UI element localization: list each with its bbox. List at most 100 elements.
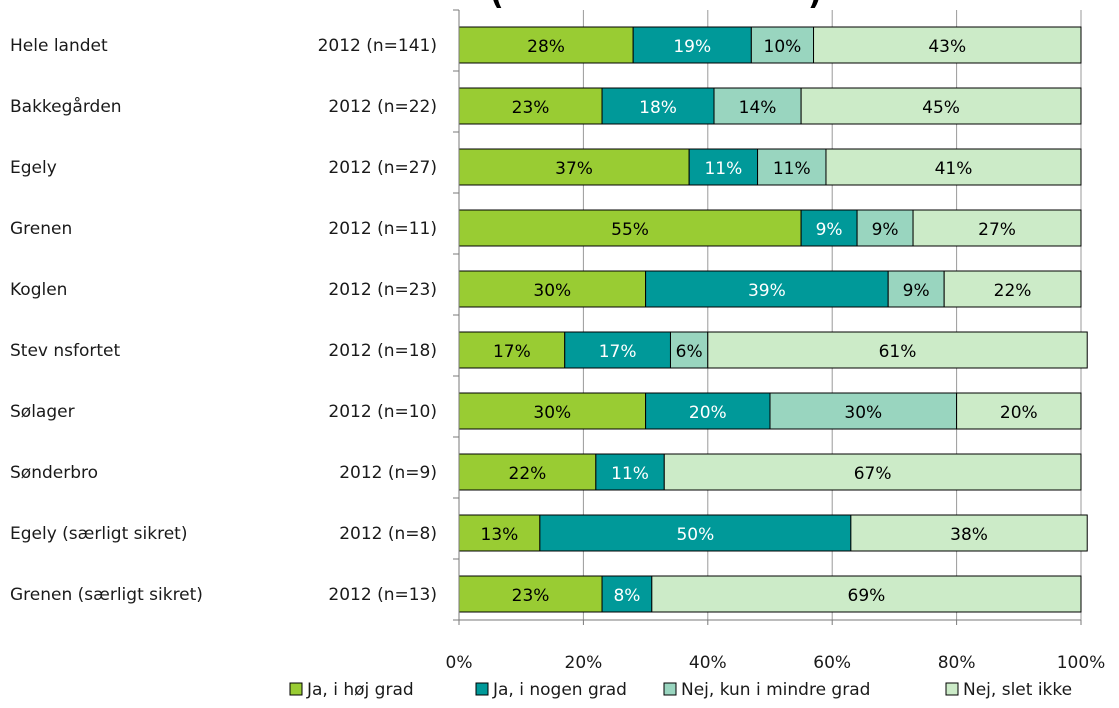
bar-segment [458, 270, 647, 308]
data-label: 9% [872, 220, 899, 240]
bars: 28% 19% 10% 43% 23% 18% 14% 45% 37% 11% 11% 41% 55% 9… [458, 26, 1088, 613]
data-label: 13% [481, 525, 519, 545]
bar-segment [458, 87, 603, 125]
bar-segment [887, 270, 945, 308]
bar-segment [825, 148, 1082, 186]
category-note: 2012 (n=141) [318, 36, 437, 56]
bar-segment [601, 87, 715, 125]
data-label: 41% [935, 159, 973, 179]
data-label: 17% [599, 342, 637, 362]
data-label: 22% [509, 464, 547, 484]
data-label: 17% [493, 342, 531, 362]
category-label: Grenen (særligt sikret) [10, 585, 203, 605]
data-label: 8% [613, 586, 640, 606]
category-label: Stev nsfortet [10, 341, 121, 361]
category-label: Sølager [10, 402, 75, 422]
bar-segment [713, 87, 802, 125]
category-label: Koglen [10, 280, 67, 300]
category-note: 2012 (n=13) [328, 585, 437, 605]
bar-segment [850, 514, 1088, 552]
data-label: 23% [512, 586, 550, 606]
data-label: 11% [704, 159, 742, 179]
x-tick-label: 60% [813, 653, 851, 673]
category-labels: Hele landet 2012 (n=141) Bakkegården 2012 (… [10, 36, 437, 605]
bar-segment [564, 331, 671, 369]
category-label: Grenen [10, 219, 72, 239]
data-label: 10% [764, 37, 802, 57]
data-label: 27% [978, 220, 1016, 240]
data-label: 55% [611, 220, 649, 240]
category-note: 2012 (n=10) [328, 402, 437, 422]
data-label: 39% [748, 281, 786, 301]
data-label: 6% [676, 342, 703, 362]
category-label: Hele landet [10, 36, 108, 56]
bar-segment [632, 26, 752, 64]
data-label: 45% [922, 98, 960, 118]
bar-segment [912, 209, 1082, 247]
data-label: 61% [879, 342, 917, 362]
bar-segment [669, 331, 709, 369]
data-label: 67% [854, 464, 892, 484]
legend-swatch [475, 682, 489, 696]
bar-segment [645, 392, 771, 430]
category-note: 2012 (n=23) [328, 280, 437, 300]
data-label: 14% [739, 98, 777, 118]
bar-segment [769, 392, 958, 430]
bar-segment [750, 26, 815, 64]
data-label: 9% [903, 281, 930, 301]
title-left-text: ( [490, 0, 504, 12]
data-label: 37% [555, 159, 593, 179]
bar-segment [707, 331, 1088, 369]
bar-segment [800, 87, 1082, 125]
category-note: 2012 (n=27) [328, 158, 437, 178]
data-label: 30% [533, 281, 571, 301]
category-label: Egely [10, 158, 57, 178]
bar-segment [757, 148, 827, 186]
axes [453, 9, 1082, 625]
bar-segment [943, 270, 1082, 308]
category-note: 2012 (n=11) [328, 219, 437, 239]
data-label: 23% [512, 98, 550, 118]
legend-label: Nej, kun i mindre grad [681, 680, 870, 700]
category-label: Egely (særligt sikret) [10, 524, 187, 544]
data-label: 22% [994, 281, 1032, 301]
x-tick-labels: 0% 20% 40% 60% 80% 100% [446, 653, 1106, 673]
data-label: 9% [816, 220, 843, 240]
data-label: 20% [1000, 403, 1038, 423]
bar-segment [856, 209, 914, 247]
x-tick-label: 0% [446, 653, 473, 673]
bar-segment [458, 26, 634, 64]
data-label: 11% [611, 464, 649, 484]
category-label: Sønderbro [10, 463, 98, 483]
x-tick-label: 100% [1057, 653, 1106, 673]
legend: Ja, i høj grad Ja, i nogen grad Nej, kun i… [289, 680, 1072, 700]
x-tick-label: 40% [689, 653, 727, 673]
data-label: 43% [928, 37, 966, 57]
data-label: 38% [950, 525, 988, 545]
bar-segment [813, 26, 1082, 64]
title-right-text: ) [808, 0, 822, 12]
data-label: 11% [773, 159, 811, 179]
category-note: 2012 (n=9) [339, 463, 437, 483]
legend-swatch [945, 682, 959, 696]
data-label: 50% [676, 525, 714, 545]
x-tick-label: 20% [565, 653, 603, 673]
data-label: 19% [673, 37, 711, 57]
bar-segment [458, 453, 597, 491]
legend-swatch [663, 682, 677, 696]
category-note: 2012 (n=22) [328, 97, 437, 117]
chart-title: ( ) [490, 0, 822, 12]
data-label: 28% [527, 37, 565, 57]
bar-segment [595, 453, 665, 491]
data-label: 18% [639, 98, 677, 118]
legend-swatch [289, 682, 303, 696]
legend-label: Ja, i nogen grad [492, 680, 627, 700]
data-label: 69% [848, 586, 886, 606]
bar-segment [645, 270, 889, 308]
legend-label: Nej, slet ikke [963, 680, 1072, 700]
bar-segment [458, 575, 603, 613]
bar-segment [601, 575, 653, 613]
bar-segment [458, 148, 690, 186]
bar-segment [651, 575, 1082, 613]
